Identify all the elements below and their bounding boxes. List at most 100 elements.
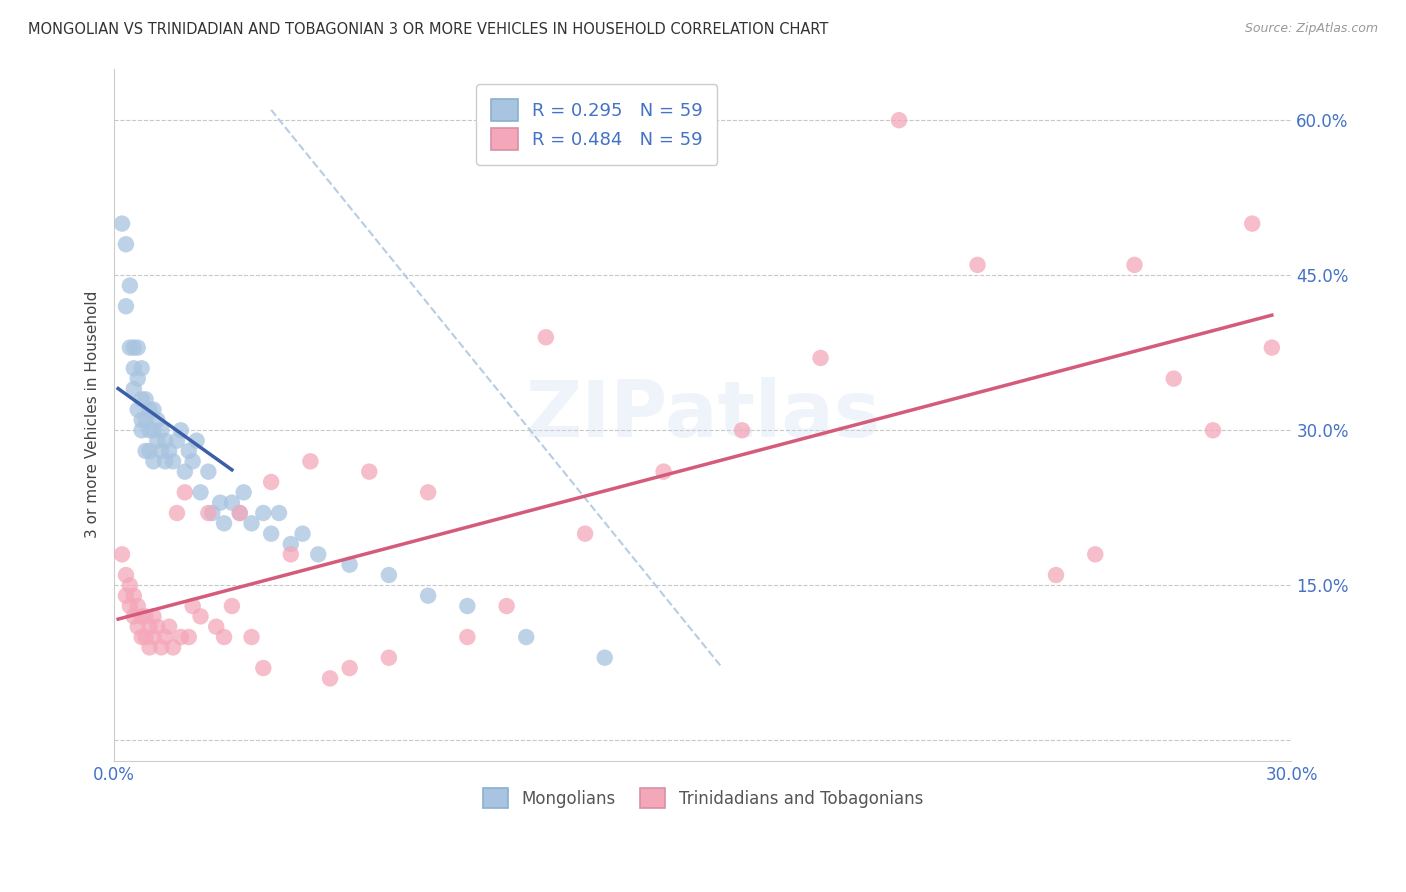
Point (135, 609, 157, 624)
Point (190, 485, 212, 500)
Point (142, 630, 165, 644)
Point (131, 630, 153, 644)
Point (146, 620, 169, 634)
Point (150, 444, 173, 458)
Point (122, 341, 145, 355)
Point (111, 547, 134, 561)
Point (212, 516, 235, 531)
Legend: Mongolians, Trinidadians and Tobagonians: Mongolians, Trinidadians and Tobagonians (477, 781, 929, 815)
Point (131, 423, 153, 437)
Point (1261, 341, 1284, 355)
Point (118, 278, 141, 293)
Point (593, 650, 616, 665)
Point (122, 361, 145, 376)
Point (280, 537, 302, 551)
Point (260, 475, 283, 489)
Point (240, 630, 263, 644)
Point (731, 423, 754, 437)
Point (153, 630, 176, 644)
Point (162, 640, 184, 655)
Point (418, 589, 440, 603)
Point (153, 434, 176, 448)
Point (118, 578, 141, 592)
Point (1241, 217, 1264, 231)
Point (135, 413, 157, 427)
Point (127, 371, 149, 385)
Point (170, 630, 193, 644)
Point (135, 392, 157, 407)
Point (166, 434, 188, 448)
Point (131, 413, 153, 427)
Point (157, 444, 180, 458)
Point (157, 620, 180, 634)
Point (418, 485, 440, 500)
Point (111, 217, 134, 231)
Point (135, 444, 157, 458)
Point (378, 650, 401, 665)
Point (260, 526, 283, 541)
Point (181, 599, 204, 613)
Point (1163, 371, 1185, 385)
Point (190, 609, 212, 624)
Point (280, 547, 302, 561)
Point (122, 609, 145, 624)
Point (197, 506, 219, 520)
Point (221, 599, 243, 613)
Point (267, 506, 290, 520)
Point (1045, 568, 1067, 582)
Point (162, 454, 184, 468)
Point (127, 402, 149, 417)
Point (495, 599, 517, 613)
Point (170, 423, 193, 437)
Point (177, 444, 200, 458)
Point (173, 485, 195, 500)
Y-axis label: 3 or more Vehicles in Household: 3 or more Vehicles in Household (86, 291, 100, 539)
Point (240, 516, 263, 531)
Point (1202, 423, 1225, 437)
Point (339, 558, 361, 572)
Point (127, 341, 149, 355)
Point (115, 568, 138, 582)
Point (122, 589, 145, 603)
Point (197, 465, 219, 479)
Point (456, 599, 478, 613)
Point (378, 568, 401, 582)
Point (339, 661, 361, 675)
Point (1123, 258, 1146, 272)
Point (135, 630, 157, 644)
Point (131, 361, 153, 376)
Point (212, 630, 235, 644)
Point (205, 620, 228, 634)
Point (515, 630, 537, 644)
Point (131, 392, 153, 407)
Point (887, 113, 910, 128)
Point (652, 465, 675, 479)
Point (299, 454, 322, 468)
Point (229, 506, 252, 520)
Text: ZIPatlas: ZIPatlas (526, 376, 880, 453)
Point (153, 454, 176, 468)
Point (209, 496, 232, 510)
Point (229, 506, 252, 520)
Point (115, 299, 138, 313)
Point (138, 402, 160, 417)
Point (810, 351, 832, 365)
Point (201, 506, 224, 520)
Point (966, 258, 988, 272)
Text: Source: ZipAtlas.com: Source: ZipAtlas.com (1244, 22, 1378, 36)
Point (307, 547, 329, 561)
Point (138, 444, 160, 458)
Point (115, 237, 138, 252)
Point (173, 465, 195, 479)
Point (177, 630, 200, 644)
Point (131, 609, 153, 624)
Point (142, 423, 165, 437)
Point (186, 434, 208, 448)
Point (534, 330, 557, 344)
Point (150, 423, 173, 437)
Point (166, 506, 188, 520)
Point (118, 599, 141, 613)
Point (142, 609, 165, 624)
Point (456, 630, 478, 644)
Point (291, 526, 314, 541)
